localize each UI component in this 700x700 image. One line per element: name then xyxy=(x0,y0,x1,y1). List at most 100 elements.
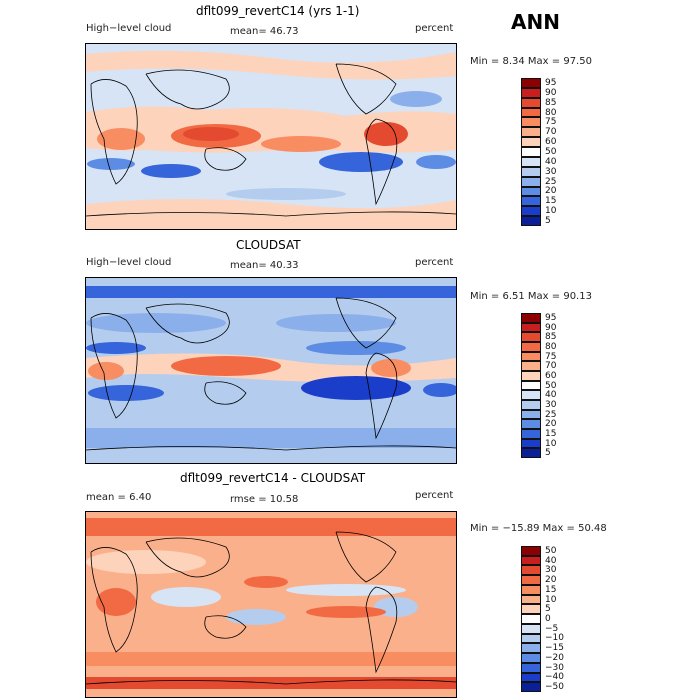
colorbar-swatch xyxy=(521,546,541,556)
colorbar-swatch xyxy=(521,206,541,217)
panel1-natl-min xyxy=(390,91,442,107)
colorbar-swatch xyxy=(521,555,541,566)
colorbar-swatch xyxy=(521,342,541,352)
colorbar-tick-label: 85 xyxy=(545,97,557,108)
panel2-maritime-max xyxy=(171,356,281,376)
panel3-map-svg xyxy=(86,512,456,697)
panel3-so-band xyxy=(86,652,456,666)
panel3-coastlines xyxy=(86,531,456,685)
colorbar-tick-label: 60 xyxy=(545,137,557,148)
panel3-title: dflt099_revertC14 - CLOUDSAT xyxy=(180,471,366,485)
panel2-north-band xyxy=(86,286,456,298)
panel1-satl-min xyxy=(416,155,456,169)
panel2-satl-min xyxy=(423,383,456,397)
panel1-ind-min xyxy=(141,164,201,178)
colorbar-tick-label: 40 xyxy=(545,555,557,566)
colorbar-tick-label: 40 xyxy=(545,390,557,401)
colorbar-swatch xyxy=(521,672,541,683)
panel1-colorbar: 95 90 85 80 75 70 60 50 40 30 25 20 15 10 5 xyxy=(521,78,561,226)
colorbar-swatch xyxy=(521,176,541,187)
colorbar-swatch xyxy=(521,380,541,391)
colorbar-swatch xyxy=(521,147,541,157)
colorbar-swatch xyxy=(521,351,541,362)
colorbar-tick-label: 5 xyxy=(545,604,551,615)
panel2-minmax: Min = 6.51 Max = 90.13 xyxy=(470,291,592,302)
colorbar-swatch xyxy=(521,614,541,624)
colorbar-swatch xyxy=(521,371,541,381)
colorbar-swatch xyxy=(521,97,541,108)
colorbar-tick-label: 80 xyxy=(545,341,557,352)
colorbar-swatch xyxy=(521,575,541,585)
panel2-asia-blue xyxy=(86,313,226,333)
panel3-minmax: Min = −15.89 Max = 50.48 xyxy=(470,523,607,534)
panel1-south-band xyxy=(86,199,456,229)
panel3-rmse-label: rmse = 10.58 xyxy=(230,494,299,505)
panel3-wpac-blue xyxy=(226,609,286,625)
panel1-maritime-max-inner xyxy=(183,127,239,141)
colorbar-swatch xyxy=(521,448,541,458)
colorbar-swatch xyxy=(521,78,541,88)
colorbar-swatch xyxy=(521,322,541,333)
colorbar-tick-label: 5 xyxy=(545,216,551,227)
colorbar-tick-label: 50 xyxy=(545,380,557,391)
colorbar-swatch xyxy=(521,438,541,449)
colorbar-tick-label: 40 xyxy=(545,156,557,167)
panel2-colorbar: 95 90 85 80 75 70 60 50 40 30 25 20 15 10 5 xyxy=(521,313,561,458)
colorbar-tick-label: −20 xyxy=(545,652,564,663)
colorbar-swatch xyxy=(521,565,541,576)
panel2-so-band xyxy=(86,428,456,448)
colorbar-tick-label: 0 xyxy=(545,614,551,624)
colorbar-swatch xyxy=(521,643,541,654)
colorbar-tick-label: −5 xyxy=(545,623,559,634)
panel3-epac-light xyxy=(286,584,406,596)
panel3-north-band xyxy=(86,518,456,536)
colorbar-tick-label: −10 xyxy=(545,633,564,644)
panel2-variable-label: High−level cloud xyxy=(86,257,172,268)
panel1-sepac-min xyxy=(319,152,403,172)
colorbar-swatch xyxy=(521,332,541,342)
panel3-colorbar: 50 40 30 20 15 10 5 0 −5 −10 −15 −20 −30 −40 −50 xyxy=(521,546,564,693)
panel1-title: dflt099_revertC14 (yrs 1-1) xyxy=(196,4,360,18)
colorbar-swatch xyxy=(521,594,541,605)
colorbar-tick-label: 70 xyxy=(545,361,557,372)
panel3-map xyxy=(85,511,457,698)
colorbar-tick-label: −50 xyxy=(545,682,564,693)
colorbar-tick-label: 85 xyxy=(545,332,557,343)
panel2-units-label: percent xyxy=(415,257,454,268)
panel2-sepac-min xyxy=(301,376,411,400)
panel2-map-svg xyxy=(86,278,456,463)
colorbar-swatch xyxy=(521,623,541,634)
panel3-sepac-red xyxy=(306,606,386,618)
colorbar-swatch xyxy=(521,604,541,615)
panel2-title: CLOUDSAT xyxy=(236,238,301,252)
panel1-atl-min-1 xyxy=(87,158,135,170)
panel1-map-svg xyxy=(86,44,456,229)
colorbar-swatch xyxy=(521,196,541,207)
colorbar-swatch xyxy=(521,390,541,400)
panel2-sahara-min xyxy=(86,342,146,354)
panel2-africa-max xyxy=(88,362,124,380)
panel1-amazon-max xyxy=(364,122,408,146)
colorbar-swatch xyxy=(521,117,541,128)
colorbar-tick-label: 30 xyxy=(545,166,557,177)
colorbar-tick-label: 15 xyxy=(545,584,557,595)
colorbar-tick-label: −30 xyxy=(545,662,564,673)
panel2-mean-label: mean= 40.33 xyxy=(230,260,299,271)
colorbar-swatch xyxy=(521,186,541,197)
panel1-africa-max xyxy=(97,128,145,150)
colorbar-tick-label: 15 xyxy=(545,196,557,207)
colorbar-swatch xyxy=(521,653,541,663)
colorbar-tick-label: −40 xyxy=(545,672,564,683)
colorbar-tick-label: 90 xyxy=(545,87,557,98)
panel1-mean-label: mean= 46.73 xyxy=(230,26,299,37)
colorbar-swatch xyxy=(521,409,541,420)
panel1-pacific-itcz xyxy=(261,136,341,152)
colorbar-tick-label: −15 xyxy=(545,643,564,654)
panel3-npac-red xyxy=(244,576,288,588)
colorbar-swatch xyxy=(521,166,541,177)
colorbar-tick-label: 10 xyxy=(545,438,557,449)
panel3-asia-light xyxy=(86,550,206,574)
colorbar-tick-label: 20 xyxy=(545,419,557,430)
colorbar-tick-label: 15 xyxy=(545,428,557,439)
colorbar-tick-label: 70 xyxy=(545,127,557,138)
